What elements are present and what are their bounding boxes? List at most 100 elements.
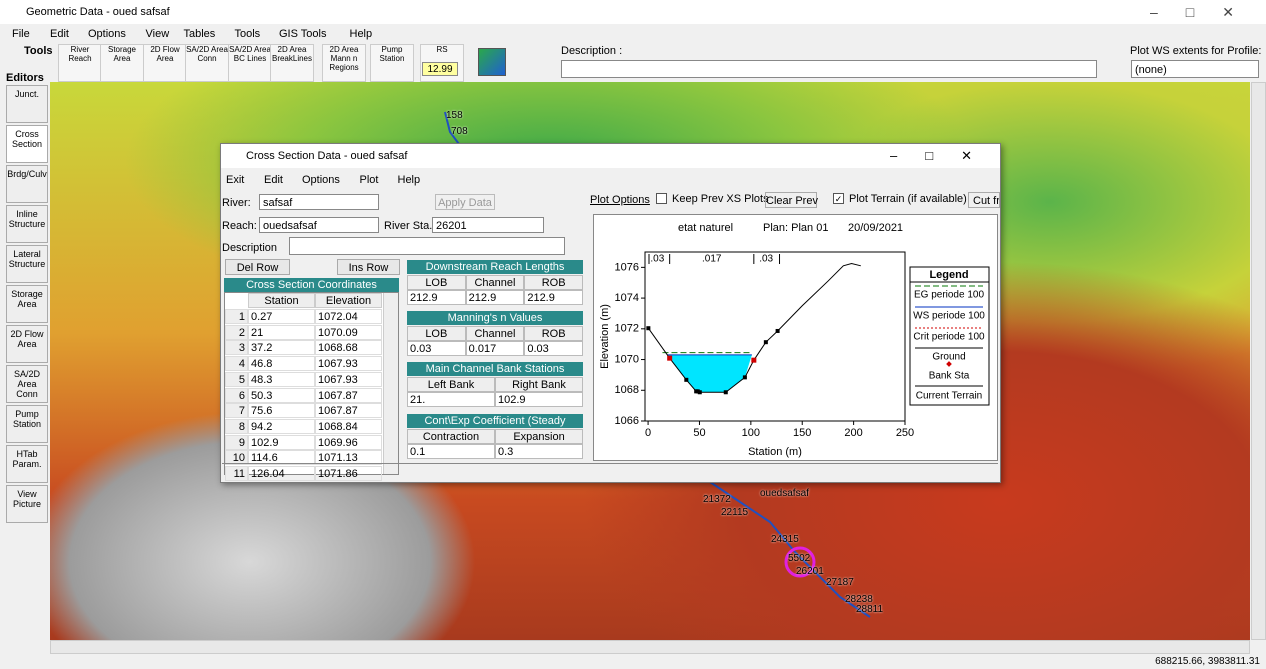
gis-button[interactable] [478, 48, 506, 76]
v-scrollbar[interactable] [1251, 82, 1266, 640]
dialog-menu-item[interactable]: Plot [360, 172, 379, 188]
panel-value[interactable]: 0.017 [466, 341, 525, 356]
dialog-menu-item[interactable]: Options [302, 172, 340, 188]
editor-button[interactable]: 2D Flow Area [6, 325, 48, 363]
map-label: 24315 [771, 534, 821, 546]
cut-button[interactable]: Cut fr [968, 192, 1000, 208]
col-header: Station [248, 293, 315, 308]
dialog-menu-item[interactable]: Exit [226, 172, 244, 188]
row-number: 6 [225, 388, 248, 403]
station-cell[interactable]: 94.2 [248, 419, 315, 434]
del-row-button[interactable]: Del Row [225, 259, 290, 275]
elevation-cell[interactable]: 1068.84 [315, 419, 382, 434]
station-cell[interactable]: 46.8 [248, 356, 315, 371]
station-cell[interactable]: 37.2 [248, 340, 315, 355]
dialog-menu-item[interactable]: Edit [264, 172, 283, 188]
n-value-label: .03 [759, 254, 773, 265]
x-tick-label: 100 [742, 427, 760, 439]
toolbar-button[interactable]: SA/2D Area Conn [185, 44, 229, 82]
panel-value[interactable]: 212.9 [524, 290, 583, 305]
menu-item[interactable]: View [146, 26, 170, 42]
panel-value[interactable]: 102.9 [495, 392, 583, 407]
h-scrollbar[interactable] [50, 640, 1250, 654]
station-cell[interactable]: 48.3 [248, 372, 315, 387]
station-cell[interactable]: 50.3 [248, 388, 315, 403]
menu-item[interactable]: Edit [50, 26, 69, 42]
station-cell[interactable]: 75.6 [248, 403, 315, 418]
terrain-label: Plot Terrain (if available) [849, 192, 964, 206]
station-cell[interactable]: 21 [248, 325, 315, 340]
keep-prev-check[interactable] [656, 193, 667, 204]
panel-value[interactable]: 0.03 [524, 341, 583, 356]
panel-value[interactable]: 212.9 [407, 290, 466, 305]
toolbar-button[interactable]: SA/2D Area BC Lines [228, 44, 272, 82]
menu-item[interactable]: File [12, 26, 30, 42]
station-cell[interactable]: 102.9 [248, 435, 315, 450]
panel-value[interactable]: 0.3 [495, 444, 583, 459]
elevation-cell[interactable]: 1068.68 [315, 340, 382, 355]
menu-item[interactable]: Tools [235, 26, 261, 42]
terrain-check[interactable]: ✓ [833, 193, 844, 204]
menu-item[interactable]: Help [350, 26, 373, 42]
elevation-cell[interactable]: 1067.93 [315, 356, 382, 371]
description-input[interactable] [561, 60, 1097, 78]
river-select[interactable]: safsaf [259, 194, 379, 210]
station-cell[interactable]: 0.27 [248, 309, 315, 324]
plot-options[interactable]: Plot Options [590, 193, 650, 207]
elevation-cell[interactable]: 1067.87 [315, 388, 382, 403]
apply-button[interactable]: Apply Data [435, 194, 495, 210]
panel-value[interactable]: 0.1 [407, 444, 495, 459]
table-scrollbar[interactable] [383, 293, 398, 474]
y-axis-label: Elevation (m) [599, 304, 611, 369]
toolbar-button[interactable]: 2D Area Mann n Regions [322, 44, 366, 82]
panel-value[interactable]: 0.03 [407, 341, 466, 356]
editor-button[interactable]: Inline Structure [6, 205, 48, 243]
panel-title: Main Channel Bank Stations [407, 362, 583, 376]
editor-button[interactable]: Pump Station [6, 405, 48, 443]
description-input[interactable] [289, 237, 565, 255]
legend-title: Legend [929, 269, 968, 281]
elevation-cell[interactable]: 1070.09 [315, 325, 382, 340]
editor-button[interactable]: Brdg/Culv [6, 165, 48, 203]
editor-button[interactable]: Junct. [6, 85, 48, 123]
editor-button[interactable]: Lateral Structure [6, 245, 48, 283]
toolbar-button[interactable]: Pump Station [370, 44, 414, 82]
row-number: 7 [225, 403, 248, 418]
editor-button[interactable]: HTab Param. [6, 445, 48, 483]
menu-item[interactable]: GIS Tools [279, 26, 327, 42]
reach-select[interactable]: ouedsafsaf [259, 217, 379, 233]
elevation-cell[interactable]: 1067.87 [315, 403, 382, 418]
dialog-title: Cross Section Data - oued safsaf [246, 146, 546, 166]
menu-item[interactable]: Options [88, 26, 126, 42]
elevation-cell[interactable]: 1069.96 [315, 435, 382, 450]
editor-button[interactable]: Storage Area [6, 285, 48, 323]
panel-value[interactable]: 212.9 [466, 290, 525, 305]
toolbar-button[interactable]: 2D Flow Area [143, 44, 187, 82]
bank-station [751, 358, 756, 363]
panel-title: Manning's n Values [407, 311, 583, 325]
toolbar-button[interactable]: 2D Area BreakLines [270, 44, 314, 82]
map-label: 5502 [788, 553, 838, 565]
n-value-label: .03 [650, 254, 664, 265]
elevation-cell[interactable]: 1072.04 [315, 309, 382, 324]
editor-button[interactable]: View Picture [6, 485, 48, 523]
clear-prev-button[interactable]: Clear Prev [765, 192, 817, 208]
toolbar-button[interactable]: Storage Area [100, 44, 144, 82]
y-tick-label: 1072 [615, 323, 639, 335]
map-label: 27187 [826, 577, 876, 589]
dialog-menu-item[interactable]: Help [398, 172, 421, 188]
keep-prev-label: Keep Prev XS Plots [672, 192, 762, 206]
editor-button[interactable]: SA/2D Area Conn [6, 365, 48, 403]
map-label: 21372 [703, 494, 753, 506]
panel-value[interactable]: 21. [407, 392, 495, 407]
menu-item[interactable]: Tables [184, 26, 216, 42]
ins-row-button[interactable]: Ins Row [337, 259, 400, 275]
river-sta-select[interactable]: 26201 [432, 217, 544, 233]
editor-button[interactable]: Cross Section [6, 125, 48, 163]
elevation-cell[interactable]: 1067.93 [315, 372, 382, 387]
row-number: 2 [225, 325, 248, 340]
plot-plan: Plan: Plan 01 [763, 222, 828, 234]
toolbar-button[interactable]: River Reach [58, 44, 102, 82]
profile-select[interactable]: (none) [1131, 60, 1259, 78]
x-tick-label: 0 [645, 427, 651, 439]
